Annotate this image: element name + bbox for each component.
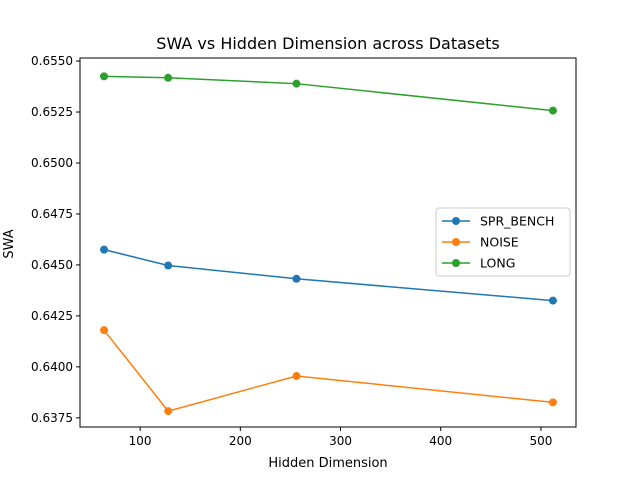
legend-marker — [452, 259, 460, 267]
data-point-long — [292, 79, 301, 88]
series-spr-bench — [100, 245, 557, 305]
series-noise — [100, 326, 557, 416]
series-line-spr-bench — [103, 248, 554, 302]
data-point-noise — [164, 407, 173, 416]
series-line-noise — [103, 329, 554, 412]
data-point-noise — [292, 372, 301, 381]
y-tick-label: 0.6475 — [31, 207, 73, 221]
x-tick-label: 400 — [429, 434, 452, 448]
x-tick-label: 500 — [529, 434, 552, 448]
data-point-long — [164, 73, 173, 82]
legend-marker — [452, 217, 460, 225]
y-tick-label: 0.6375 — [31, 411, 73, 425]
series-long — [100, 72, 557, 115]
data-point-spr-bench — [100, 245, 109, 254]
y-tick-label: 0.6525 — [31, 105, 73, 119]
legend-item-noise: NOISE — [442, 235, 519, 250]
legend-marker — [452, 238, 460, 246]
legend-item-long: LONG — [442, 256, 515, 271]
y-tick-label: 0.6450 — [31, 258, 73, 272]
series-layer — [100, 72, 557, 416]
y-tick-label: 0.6400 — [31, 360, 73, 374]
data-point-spr-bench — [164, 261, 173, 270]
y-axis-ticks: 0.6375 0.6400 0.6425 0.6450 0.6475 0.6500 0.65… — [31, 54, 80, 425]
data-point-spr-bench — [548, 296, 557, 305]
data-point-long — [548, 106, 557, 115]
data-point-spr-bench — [292, 274, 301, 283]
legend-label: SPR_BENCH — [480, 214, 554, 229]
x-axis-label: Hidden Dimension — [268, 456, 387, 471]
legend-label: NOISE — [480, 235, 519, 250]
x-axis-ticks: 100 200 300 400 500 — [129, 427, 552, 448]
data-point-long — [100, 72, 109, 81]
y-tick-label: 0.6425 — [31, 309, 73, 323]
plot-frame — [79, 57, 577, 428]
x-tick-label: 300 — [329, 434, 352, 448]
legend-item-spr-bench: SPR_BENCH — [442, 214, 554, 229]
x-tick-label: 200 — [229, 434, 252, 448]
series-line-long — [104, 75, 554, 112]
data-point-noise — [100, 326, 109, 335]
y-tick-label: 0.6500 — [31, 156, 73, 170]
legend: SPR_BENCH NOISE LONG — [435, 207, 571, 277]
legend-box — [435, 207, 571, 277]
x-tick-label: 100 — [129, 434, 152, 448]
chart-title: SWA vs Hidden Dimension across Datasets — [156, 34, 499, 53]
data-point-noise — [548, 398, 557, 407]
y-axis-label: SWA — [2, 229, 17, 258]
y-tick-label: 0.6550 — [31, 54, 73, 68]
legend-label: LONG — [480, 256, 515, 271]
